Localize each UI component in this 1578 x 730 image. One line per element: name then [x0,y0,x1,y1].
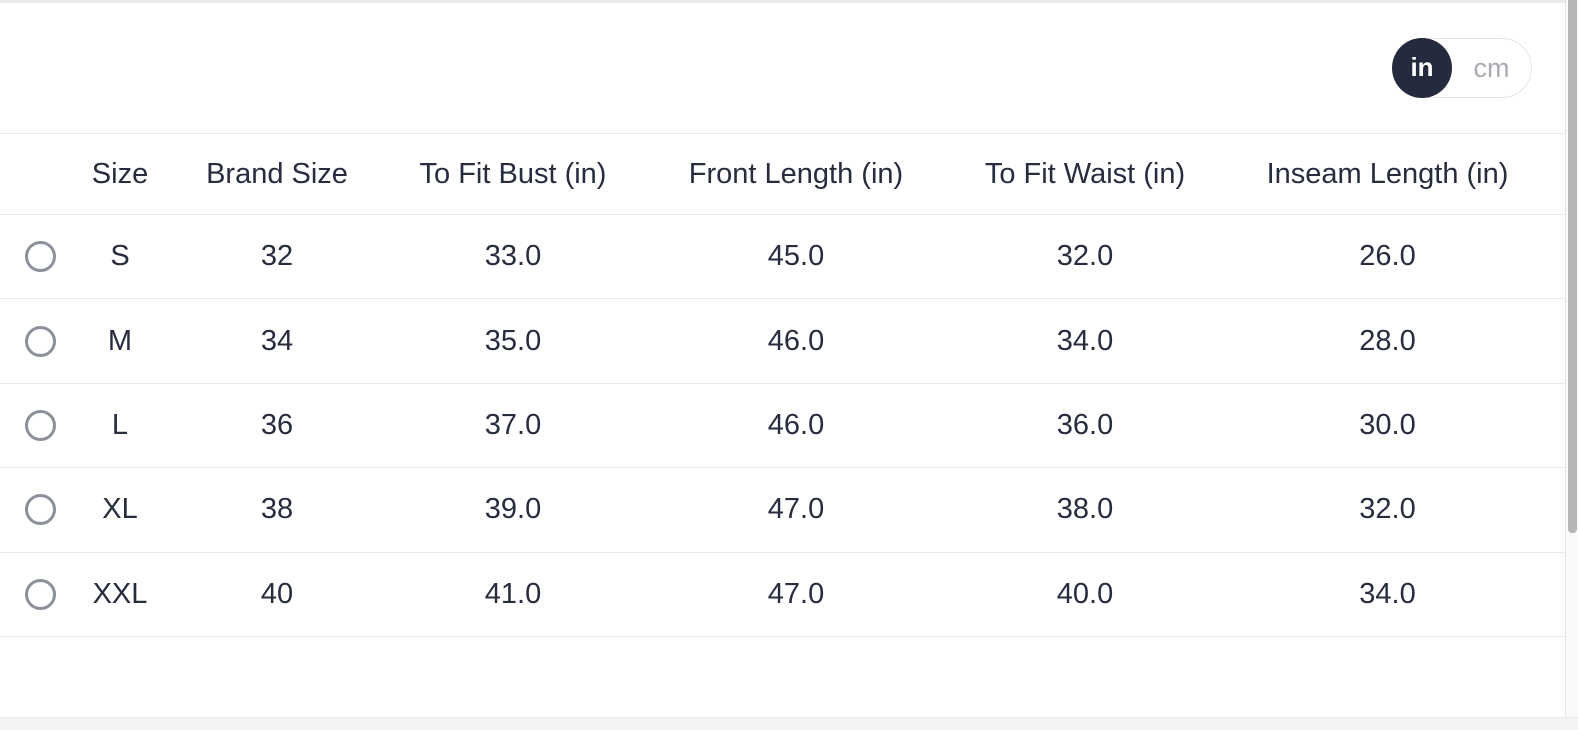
front-length-value: 47.0 [767,493,825,526]
scrollbar-thumb[interactable] [1568,0,1577,533]
waist-value: 40.0 [1056,577,1114,610]
vertical-scrollbar[interactable] [1565,0,1578,730]
unit-option-cm[interactable]: cm [1473,52,1510,83]
size-radio-m[interactable] [24,325,56,357]
table-row-m[interactable]: M 34 35.0 46.0 34.0 28.0 [0,299,1565,384]
bottom-edge-strip [0,717,1578,730]
column-header-to-fit-waist: To Fit Waist (in) [984,157,1186,190]
bust-value: 33.0 [484,240,542,273]
table-row-s[interactable]: S 32 33.0 45.0 32.0 26.0 [0,215,1565,300]
column-header-front-length: Front Length (in) [688,157,904,190]
front-length-value: 46.0 [767,324,825,357]
brand-size-value: 40 [260,577,294,610]
bust-value: 39.0 [484,493,542,526]
waist-value: 38.0 [1056,493,1114,526]
bust-value: 35.0 [484,324,542,357]
size-label: S [110,240,130,273]
column-header-brand-size: Brand Size [206,157,348,190]
front-length-value: 47.0 [767,577,825,610]
size-label: XL [102,493,138,526]
column-header-inseam-length: Inseam Length (in) [1266,157,1509,190]
size-label: L [111,408,129,441]
inseam-value: 32.0 [1359,493,1416,526]
inseam-value: 26.0 [1359,240,1416,273]
brand-size-value: 38 [260,493,294,526]
column-header-to-fit-bust: To Fit Bust (in) [419,157,607,190]
front-length-value: 46.0 [767,408,825,441]
brand-size-value: 36 [260,408,294,441]
size-radio-xxl[interactable] [24,578,56,610]
size-radio-xl[interactable] [24,494,56,526]
table-row-l[interactable]: L 36 37.0 46.0 36.0 30.0 [0,383,1565,469]
waist-value: 32.0 [1056,240,1114,273]
column-header-size: Size [91,157,149,190]
unit-toggle[interactable]: in cm [1392,37,1532,98]
brand-size-value: 34 [260,324,294,357]
table-header-row: Size Brand Size To Fit Bust (in) Front L… [0,133,1565,215]
size-radio-l[interactable] [24,409,56,441]
size-label: XXL [92,577,148,610]
waist-value: 34.0 [1056,324,1114,357]
size-label: M [107,324,133,357]
table-row-xl[interactable]: XL 38 39.0 47.0 38.0 32.0 [0,468,1565,553]
table-row-xxl[interactable]: XXL 40 41.0 47.0 40.0 34.0 [0,552,1565,637]
unit-option-in[interactable]: in [1392,37,1452,98]
waist-value: 36.0 [1056,408,1114,441]
brand-size-value: 32 [260,240,294,273]
inseam-value: 28.0 [1359,324,1416,357]
bust-value: 37.0 [484,408,542,441]
bust-value: 41.0 [484,577,542,610]
inseam-value: 30.0 [1359,408,1416,441]
size-chart-table: Size Brand Size To Fit Bust (in) Front L… [0,133,1565,637]
top-edge-strip [0,0,1578,3]
inseam-value: 34.0 [1359,577,1416,610]
size-radio-s[interactable] [24,241,56,273]
front-length-value: 45.0 [767,240,825,273]
